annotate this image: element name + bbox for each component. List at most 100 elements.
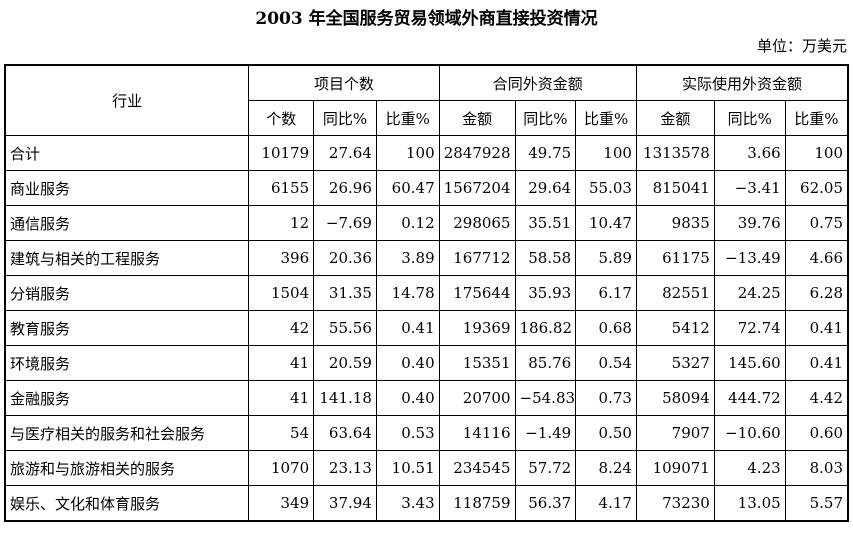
table-cell: 8.24 — [575, 450, 637, 486]
table-cell: 5412 — [635, 310, 715, 346]
table-cell: 35.93 — [514, 275, 577, 311]
row-label: 通信服务 — [4, 205, 250, 241]
table-cell: 141.18 — [313, 380, 377, 416]
unit-label: 单位：万美元 — [756, 37, 847, 55]
table-cell: 20.59 — [313, 345, 377, 381]
table-cell: 5327 — [635, 345, 715, 381]
table-cell: 60.47 — [375, 170, 440, 206]
table-cell: 6.17 — [575, 275, 637, 311]
table-row: 旅游和与旅游相关的服务 1070 23.13 10.51 234545 57.72 8.24… — [4, 450, 849, 486]
table-cell: 4.23 — [713, 450, 786, 486]
header-group-actual: 实际使用外资金额 — [635, 64, 849, 101]
header-sub: 金额 — [438, 100, 516, 136]
table-cell: 5.57 — [784, 485, 849, 522]
table-cell: 57.72 — [514, 450, 577, 486]
table-cell: 100 — [575, 135, 637, 171]
table-row: 建筑与相关的工程服务 396 20.36 3.89 167712 58.58 5.89 611… — [4, 240, 849, 276]
table-cell: −10.60 — [713, 415, 786, 451]
row-label: 旅游和与旅游相关的服务 — [4, 450, 250, 486]
header-sub: 比重% — [375, 100, 440, 136]
table-row: 合计 10179 27.64 100 2847928 49.75 100 1313578 3.6… — [4, 135, 849, 171]
table-cell: 444.72 — [713, 380, 786, 416]
table-cell: 13.05 — [713, 485, 786, 522]
table-cell: 100 — [784, 135, 849, 171]
table-cell: 39.76 — [713, 205, 786, 241]
table-cell: 58094 — [635, 380, 715, 416]
table-cell: 186.82 — [514, 310, 577, 346]
table-cell: 109071 — [635, 450, 715, 486]
row-label: 教育服务 — [4, 310, 250, 346]
page-title: 2003 年全国服务贸易领域外商直接投资情况 — [255, 9, 598, 29]
table-row: 娱乐、文化和体育服务 349 37.94 3.43 118759 56.37 4.17 732… — [4, 485, 849, 522]
table-cell: 396 — [248, 240, 315, 276]
header-group-projects: 项目个数 — [248, 64, 440, 101]
table-cell: 1313578 — [635, 135, 715, 171]
table-row: 分销服务 1504 31.35 14.78 175644 35.93 6.17 82551 24… — [4, 275, 849, 311]
row-label: 建筑与相关的工程服务 — [4, 240, 250, 276]
table-cell: 24.25 — [713, 275, 786, 311]
table-cell: 14.78 — [375, 275, 440, 311]
table-cell: 8.03 — [784, 450, 849, 486]
table-cell: 0.40 — [375, 345, 440, 381]
header-group-contract: 合同外资金额 — [438, 64, 637, 101]
table-cell: 27.64 — [313, 135, 377, 171]
table-cell: 3.66 — [713, 135, 786, 171]
table-cell: 1567204 — [438, 170, 516, 206]
row-label: 与医疗相关的服务和社会服务 — [4, 415, 250, 451]
row-label: 娱乐、文化和体育服务 — [4, 485, 250, 522]
header-sub: 金额 — [635, 100, 715, 136]
table-cell: 0.40 — [375, 380, 440, 416]
table-cell: 29.64 — [514, 170, 577, 206]
table-cell: 10179 — [248, 135, 315, 171]
table-row: 通信服务 12 −7.69 0.12 298065 35.51 10.47 9835 39.76… — [4, 205, 849, 241]
table-cell: 0.41 — [375, 310, 440, 346]
table-cell: 55.03 — [575, 170, 637, 206]
header-sub: 同比% — [514, 100, 577, 136]
table-cell: −1.49 — [514, 415, 577, 451]
table-cell: 82551 — [635, 275, 715, 311]
table-cell: 9835 — [635, 205, 715, 241]
row-label: 环境服务 — [4, 345, 250, 381]
table-cell: 0.54 — [575, 345, 637, 381]
table-cell: 100 — [375, 135, 440, 171]
table-cell: 42 — [248, 310, 315, 346]
table-cell: 23.13 — [313, 450, 377, 486]
header-sub: 同比% — [313, 100, 377, 136]
row-label: 金融服务 — [4, 380, 250, 416]
row-label: 商业服务 — [4, 170, 250, 206]
table-cell: 0.68 — [575, 310, 637, 346]
table-cell: 3.89 — [375, 240, 440, 276]
table-cell: 6.28 — [784, 275, 849, 311]
table-cell: 12 — [248, 205, 315, 241]
table-cell: 3.43 — [375, 485, 440, 522]
header-sub: 同比% — [713, 100, 786, 136]
table-cell: 4.17 — [575, 485, 637, 522]
table-cell: 0.73 — [575, 380, 637, 416]
table-cell: 175644 — [438, 275, 516, 311]
table-cell: 10.51 — [375, 450, 440, 486]
table-cell: 37.94 — [313, 485, 377, 522]
table-cell: 118759 — [438, 485, 516, 522]
table-cell: 5.89 — [575, 240, 637, 276]
table-cell: 20.36 — [313, 240, 377, 276]
table-cell: 0.60 — [784, 415, 849, 451]
table-cell: 35.51 — [514, 205, 577, 241]
table-cell: 167712 — [438, 240, 516, 276]
table-cell: 7907 — [635, 415, 715, 451]
table-row: 环境服务 41 20.59 0.40 15351 85.76 0.54 5327 145.60 0… — [4, 345, 849, 381]
header-sub: 比重% — [575, 100, 637, 136]
table-cell: −3.41 — [713, 170, 786, 206]
table-cell: 14116 — [438, 415, 516, 451]
table-cell: 0.41 — [784, 310, 849, 346]
table-cell: 63.64 — [313, 415, 377, 451]
table-cell: 31.35 — [313, 275, 377, 311]
table-row: 与医疗相关的服务和社会服务 54 63.64 0.53 14116 −1.49 0.50 79… — [4, 415, 849, 451]
table-cell: 0.50 — [575, 415, 637, 451]
table-cell: 58.58 — [514, 240, 577, 276]
table-cell: 41 — [248, 345, 315, 381]
table-cell: −7.69 — [313, 205, 377, 241]
investment-table: 行业 项目个数 合同外资金额 实际使用外资金额 个数 同比% 比重% 金额 同比… — [4, 64, 849, 522]
table-cell: 298065 — [438, 205, 516, 241]
table-cell: 0.41 — [784, 345, 849, 381]
table-cell: 73230 — [635, 485, 715, 522]
